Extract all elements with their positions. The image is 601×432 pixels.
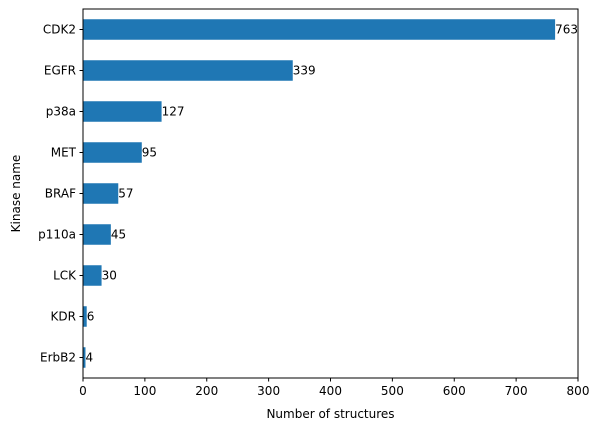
x-tick-label-0: 0 <box>79 384 87 398</box>
x-tick-label-100: 100 <box>133 384 156 398</box>
bars-group <box>83 19 556 368</box>
x-tick-label-800: 800 <box>567 384 590 398</box>
y-axis-label: Kinase name <box>9 155 23 233</box>
y-tick-label-LCK: LCK <box>53 269 77 283</box>
bar-p38a <box>83 101 162 122</box>
bar-p110a <box>83 224 111 245</box>
bar-KDR <box>83 306 87 327</box>
x-tick-label-300: 300 <box>257 384 280 398</box>
y-tick-label-BRAF: BRAF <box>45 187 76 201</box>
data-label-CDK2: 763 <box>555 23 578 37</box>
bar-BRAF <box>83 183 119 204</box>
bar-ErbB2 <box>83 347 86 368</box>
y-tick-label-CDK2: CDK2 <box>43 23 76 37</box>
data-label-EGFR: 339 <box>293 64 316 78</box>
bar-LCK <box>83 265 102 286</box>
y-tick-label-ErbB2: ErbB2 <box>40 351 76 365</box>
y-tick-label-p38a: p38a <box>46 105 76 119</box>
bar-CDK2 <box>83 19 556 40</box>
x-axis-ticks: 0 100 200 300 400 500 600 700 800 <box>79 378 589 398</box>
x-axis-label: Number of structures <box>266 407 394 421</box>
x-tick-label-700: 700 <box>505 384 528 398</box>
x-tick-label-600: 600 <box>443 384 466 398</box>
data-labels-group: 763 339 127 95 57 45 30 6 4 <box>85 23 578 365</box>
y-tick-label-EGFR: EGFR <box>44 64 76 78</box>
data-label-LCK: 30 <box>102 269 117 283</box>
data-label-MET: 95 <box>142 146 157 160</box>
bar-MET <box>83 142 142 163</box>
bar-EGFR <box>83 60 293 81</box>
data-label-ErbB2: 4 <box>85 351 93 365</box>
data-label-p110a: 45 <box>111 228 126 242</box>
y-axis-ticks: CDK2 EGFR p38a MET BRAF p110a LCK KDR ErbB2 <box>38 23 83 365</box>
y-tick-label-KDR: KDR <box>51 310 76 324</box>
x-tick-label-200: 200 <box>195 384 218 398</box>
plot-frame <box>82 8 579 379</box>
y-tick-label-MET: MET <box>51 146 77 160</box>
data-label-KDR: 6 <box>87 310 95 324</box>
data-label-BRAF: 57 <box>118 187 133 201</box>
y-tick-label-p110a: p110a <box>38 228 76 242</box>
data-label-p38a: 127 <box>162 105 185 119</box>
x-tick-label-500: 500 <box>381 384 404 398</box>
x-tick-label-400: 400 <box>319 384 342 398</box>
